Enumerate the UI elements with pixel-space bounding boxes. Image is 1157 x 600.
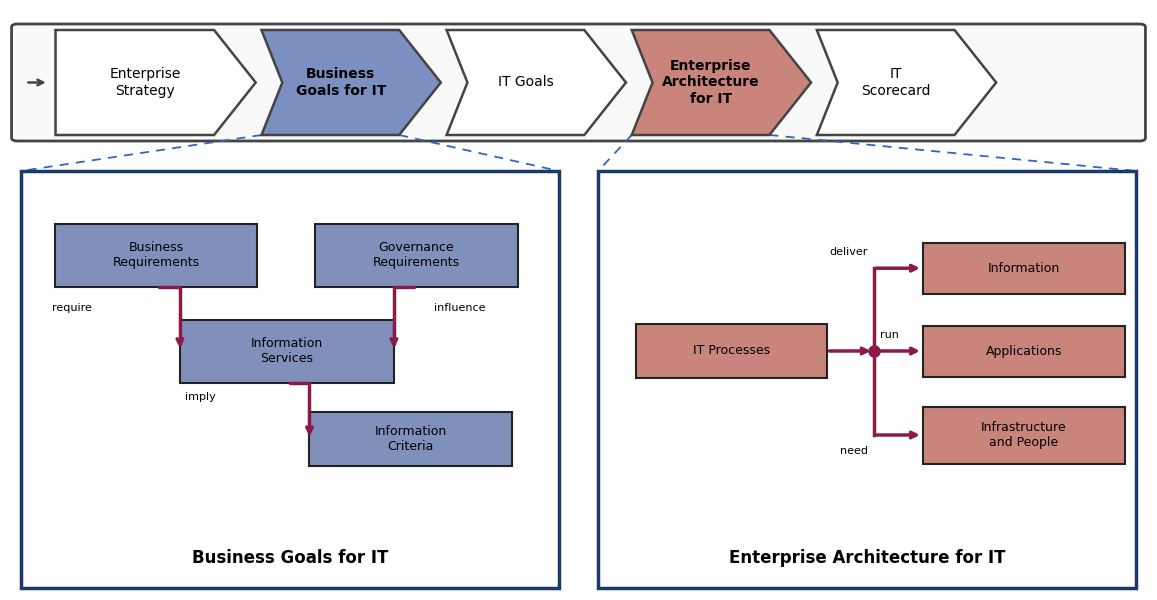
Text: Applications: Applications <box>986 344 1062 358</box>
Text: deliver: deliver <box>830 247 868 257</box>
FancyBboxPatch shape <box>923 242 1125 293</box>
Text: Information: Information <box>988 262 1060 275</box>
FancyBboxPatch shape <box>598 171 1136 588</box>
Polygon shape <box>261 30 441 135</box>
Polygon shape <box>56 30 256 135</box>
FancyBboxPatch shape <box>21 171 559 588</box>
Polygon shape <box>447 30 626 135</box>
Text: Business
Requirements: Business Requirements <box>112 241 200 269</box>
FancyBboxPatch shape <box>56 224 257 286</box>
Text: influence: influence <box>434 303 486 313</box>
Polygon shape <box>817 30 996 135</box>
FancyBboxPatch shape <box>315 224 517 286</box>
Text: Business
Goals for IT: Business Goals for IT <box>295 67 386 98</box>
FancyBboxPatch shape <box>923 325 1125 377</box>
FancyBboxPatch shape <box>636 324 826 378</box>
Text: imply: imply <box>185 392 216 402</box>
Text: Enterprise Architecture for IT: Enterprise Architecture for IT <box>729 549 1005 567</box>
Text: require: require <box>52 303 91 313</box>
Text: Infrastructure
and People: Infrastructure and People <box>981 421 1067 449</box>
Text: Information
Services: Information Services <box>251 337 323 365</box>
Text: IT Processes: IT Processes <box>693 344 769 358</box>
Polygon shape <box>632 30 811 135</box>
FancyBboxPatch shape <box>12 24 1145 141</box>
Text: IT Goals: IT Goals <box>498 76 554 89</box>
Text: IT
Scorecard: IT Scorecard <box>861 67 931 98</box>
FancyBboxPatch shape <box>309 412 511 466</box>
FancyBboxPatch shape <box>180 319 393 383</box>
Text: run: run <box>880 330 899 340</box>
FancyBboxPatch shape <box>923 407 1125 463</box>
Text: need: need <box>840 446 868 456</box>
Text: Enterprise
Strategy: Enterprise Strategy <box>110 67 180 98</box>
Text: Governance
Requirements: Governance Requirements <box>373 241 460 269</box>
Text: Information
Criteria: Information Criteria <box>375 425 447 453</box>
Text: Business Goals for IT: Business Goals for IT <box>192 549 388 567</box>
Text: Enterprise
Architecture
for IT: Enterprise Architecture for IT <box>662 59 760 106</box>
